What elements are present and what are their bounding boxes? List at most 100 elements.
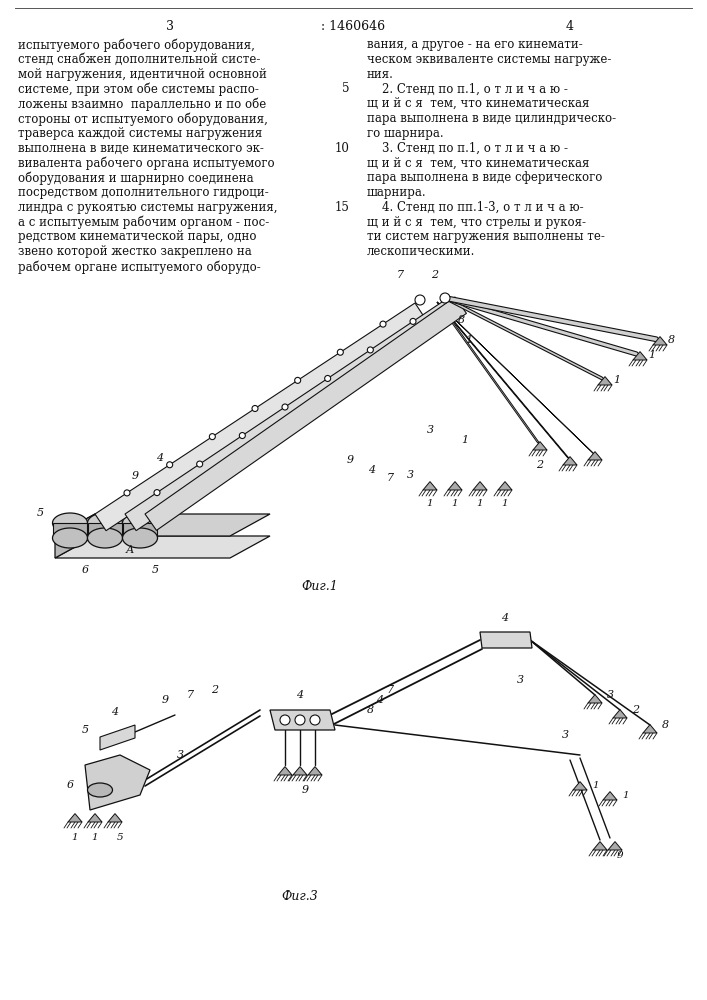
Circle shape <box>310 715 320 725</box>
Text: 1: 1 <box>592 780 599 790</box>
Polygon shape <box>55 514 95 558</box>
Text: 1: 1 <box>477 499 484 508</box>
Text: 1: 1 <box>71 834 78 842</box>
Ellipse shape <box>122 513 158 533</box>
Text: 4: 4 <box>566 20 574 33</box>
Text: 4: 4 <box>368 465 375 475</box>
Text: А: А <box>126 545 134 555</box>
Text: 9: 9 <box>301 785 308 795</box>
Text: 7: 7 <box>387 473 394 483</box>
Text: стороны от испытуемого оборудования,: стороны от испытуемого оборудования, <box>18 112 268 125</box>
Ellipse shape <box>88 513 122 533</box>
Text: а с испытуемым рабочим органом - пос-: а с испытуемым рабочим органом - пос- <box>18 216 269 229</box>
Circle shape <box>440 293 450 303</box>
Polygon shape <box>278 767 292 775</box>
Polygon shape <box>643 725 657 733</box>
Text: пара выполнена в виде цилиндрическо-: пара выполнена в виде цилиндрическо- <box>367 112 616 125</box>
Polygon shape <box>608 842 622 850</box>
Polygon shape <box>68 814 82 822</box>
Text: 9: 9 <box>132 471 139 481</box>
Circle shape <box>197 461 203 467</box>
Text: ложены взаимно  параллельно и по обе: ложены взаимно параллельно и по обе <box>18 97 267 111</box>
Text: : 1460646: : 1460646 <box>321 20 385 33</box>
Text: 2: 2 <box>431 270 438 280</box>
Text: шарнира.: шарнира. <box>367 186 426 199</box>
Circle shape <box>295 715 305 725</box>
Text: 1: 1 <box>502 499 508 508</box>
Text: 5: 5 <box>342 82 350 95</box>
Text: испытуемого рабочего оборудования,: испытуемого рабочего оборудования, <box>18 38 255 51</box>
Text: 4: 4 <box>296 690 303 700</box>
Polygon shape <box>123 523 157 538</box>
Text: 1: 1 <box>92 834 98 842</box>
Text: 9: 9 <box>346 455 354 465</box>
Text: 5: 5 <box>37 508 44 518</box>
Text: системе, при этом обе системы распо-: системе, при этом обе системы распо- <box>18 82 259 96</box>
Polygon shape <box>108 814 122 822</box>
Text: 4: 4 <box>156 453 163 463</box>
Polygon shape <box>613 710 627 718</box>
Polygon shape <box>293 767 307 775</box>
Text: оборудования и шарнирно соединена: оборудования и шарнирно соединена <box>18 171 254 185</box>
Text: 4: 4 <box>112 707 119 717</box>
Circle shape <box>124 490 130 496</box>
Text: 7: 7 <box>387 685 394 695</box>
Text: 3: 3 <box>166 20 174 33</box>
Circle shape <box>410 318 416 324</box>
Polygon shape <box>588 452 602 460</box>
Text: 5: 5 <box>81 725 88 735</box>
Polygon shape <box>100 725 135 750</box>
Text: мой нагружения, идентичной основной: мой нагружения, идентичной основной <box>18 68 267 81</box>
Text: стенд снабжен дополнительной систе-: стенд снабжен дополнительной систе- <box>18 53 260 66</box>
Text: 9: 9 <box>617 850 624 859</box>
Polygon shape <box>598 377 612 385</box>
Text: 2: 2 <box>211 685 218 695</box>
Text: ния.: ния. <box>367 68 394 81</box>
Text: 6: 6 <box>66 780 74 790</box>
Text: посредством дополнительного гидроци-: посредством дополнительного гидроци- <box>18 186 269 199</box>
Text: 4: 4 <box>501 613 508 623</box>
Text: щ и й с я  тем, что кинематическая: щ и й с я тем, что кинематическая <box>367 156 590 169</box>
Polygon shape <box>308 767 322 775</box>
Polygon shape <box>145 297 467 530</box>
Polygon shape <box>125 300 456 531</box>
Text: 8: 8 <box>458 315 465 325</box>
Text: 3: 3 <box>177 750 184 760</box>
Text: 9: 9 <box>161 695 168 705</box>
Circle shape <box>240 433 245 439</box>
Text: выполнена в виде кинематического эк-: выполнена в виде кинематического эк- <box>18 142 264 155</box>
Text: 1: 1 <box>427 499 433 508</box>
Text: 8: 8 <box>662 720 669 730</box>
Text: пара выполнена в виде сферического: пара выполнена в виде сферического <box>367 171 602 184</box>
Circle shape <box>415 295 425 305</box>
Text: 7: 7 <box>187 690 194 700</box>
Text: 1: 1 <box>613 375 620 385</box>
Polygon shape <box>55 536 270 558</box>
Text: щ и й с я  тем, что стрелы и рукоя-: щ и й с я тем, что стрелы и рукоя- <box>367 216 586 229</box>
Text: 15: 15 <box>335 201 350 214</box>
Text: 10: 10 <box>335 142 350 155</box>
Text: вивалента рабочего органа испытуемого: вивалента рабочего органа испытуемого <box>18 156 274 170</box>
Text: рабочем органе испытуемого оборудо-: рабочем органе испытуемого оборудо- <box>18 260 261 273</box>
Text: 4: 4 <box>376 695 384 705</box>
Text: 1: 1 <box>465 335 472 345</box>
Circle shape <box>154 490 160 496</box>
Text: 1: 1 <box>452 499 458 508</box>
Text: 3: 3 <box>607 690 614 700</box>
Ellipse shape <box>122 528 158 548</box>
Text: 7: 7 <box>397 270 404 280</box>
Circle shape <box>368 347 373 353</box>
Polygon shape <box>593 842 607 850</box>
Circle shape <box>209 434 216 440</box>
Text: 6: 6 <box>81 565 88 575</box>
Polygon shape <box>442 295 608 383</box>
Ellipse shape <box>88 528 122 548</box>
Text: 1: 1 <box>648 350 655 360</box>
Circle shape <box>167 462 173 468</box>
Circle shape <box>280 715 290 725</box>
Polygon shape <box>588 695 602 703</box>
Ellipse shape <box>88 783 112 797</box>
Text: Фиг.1: Фиг.1 <box>302 580 339 593</box>
Text: 8: 8 <box>366 705 373 715</box>
Polygon shape <box>437 302 543 448</box>
